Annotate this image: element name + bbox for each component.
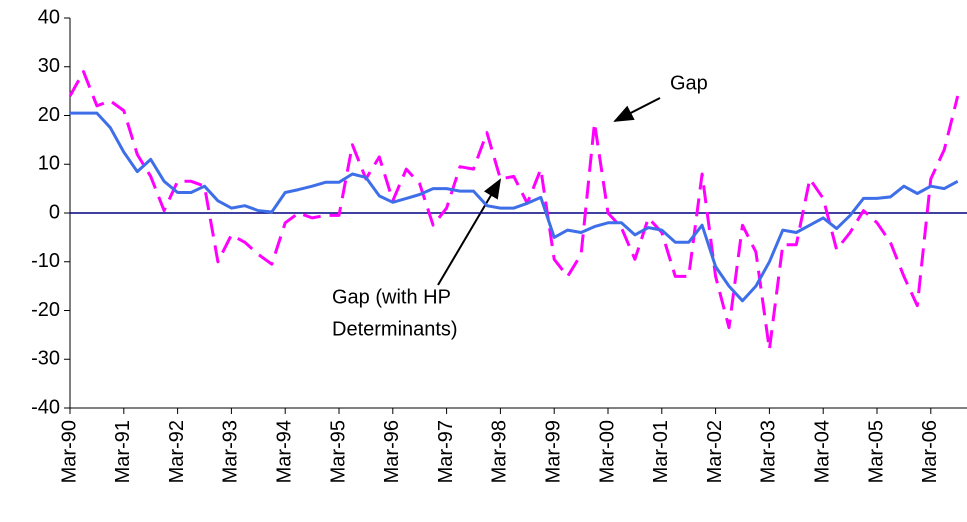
y-tick-label: -30 bbox=[31, 348, 60, 370]
x-tick-label: Mar-02 bbox=[704, 420, 726, 483]
series-line bbox=[70, 111, 959, 303]
y-tick-label: 40 bbox=[38, 6, 60, 28]
x-tick-label: Mar-95 bbox=[327, 420, 349, 483]
x-tick-label: Mar-91 bbox=[112, 420, 134, 483]
x-tick-label: Mar-00 bbox=[596, 420, 618, 483]
x-tick-label: Mar-92 bbox=[166, 420, 188, 483]
x-tick-label: Mar-05 bbox=[865, 420, 887, 483]
x-tick-label: Mar-04 bbox=[811, 420, 833, 483]
x-tick-label: Mar-06 bbox=[919, 420, 941, 483]
annotation-arrow bbox=[613, 97, 661, 122]
x-tick-label: Mar-98 bbox=[489, 420, 511, 483]
y-tick-label: -20 bbox=[31, 299, 60, 321]
x-tick-label: Mar-01 bbox=[650, 420, 672, 483]
annotation-arrow bbox=[437, 178, 502, 286]
series-line bbox=[68, 70, 960, 351]
x-tick-label: Mar-99 bbox=[542, 420, 564, 483]
y-tick-label: 0 bbox=[49, 201, 60, 223]
annotation: Gap (with HP bbox=[332, 286, 451, 308]
annotation: Determinants) bbox=[332, 318, 458, 340]
x-tick-label: Mar-96 bbox=[381, 420, 403, 483]
y-tick-label: 10 bbox=[38, 153, 60, 175]
x-tick-label: Mar-93 bbox=[220, 420, 242, 483]
x-tick-label: Mar-03 bbox=[758, 420, 780, 483]
y-tick-label: -10 bbox=[31, 250, 60, 272]
x-tick-label: Mar-94 bbox=[273, 420, 295, 483]
x-tick-label: Mar-90 bbox=[58, 420, 80, 483]
x-tick-label: Mar-97 bbox=[435, 420, 457, 483]
y-tick-label: -40 bbox=[31, 396, 60, 418]
y-tick-label: 30 bbox=[38, 55, 60, 77]
annotation: Gap bbox=[670, 72, 708, 94]
y-tick-label: 20 bbox=[38, 104, 60, 126]
